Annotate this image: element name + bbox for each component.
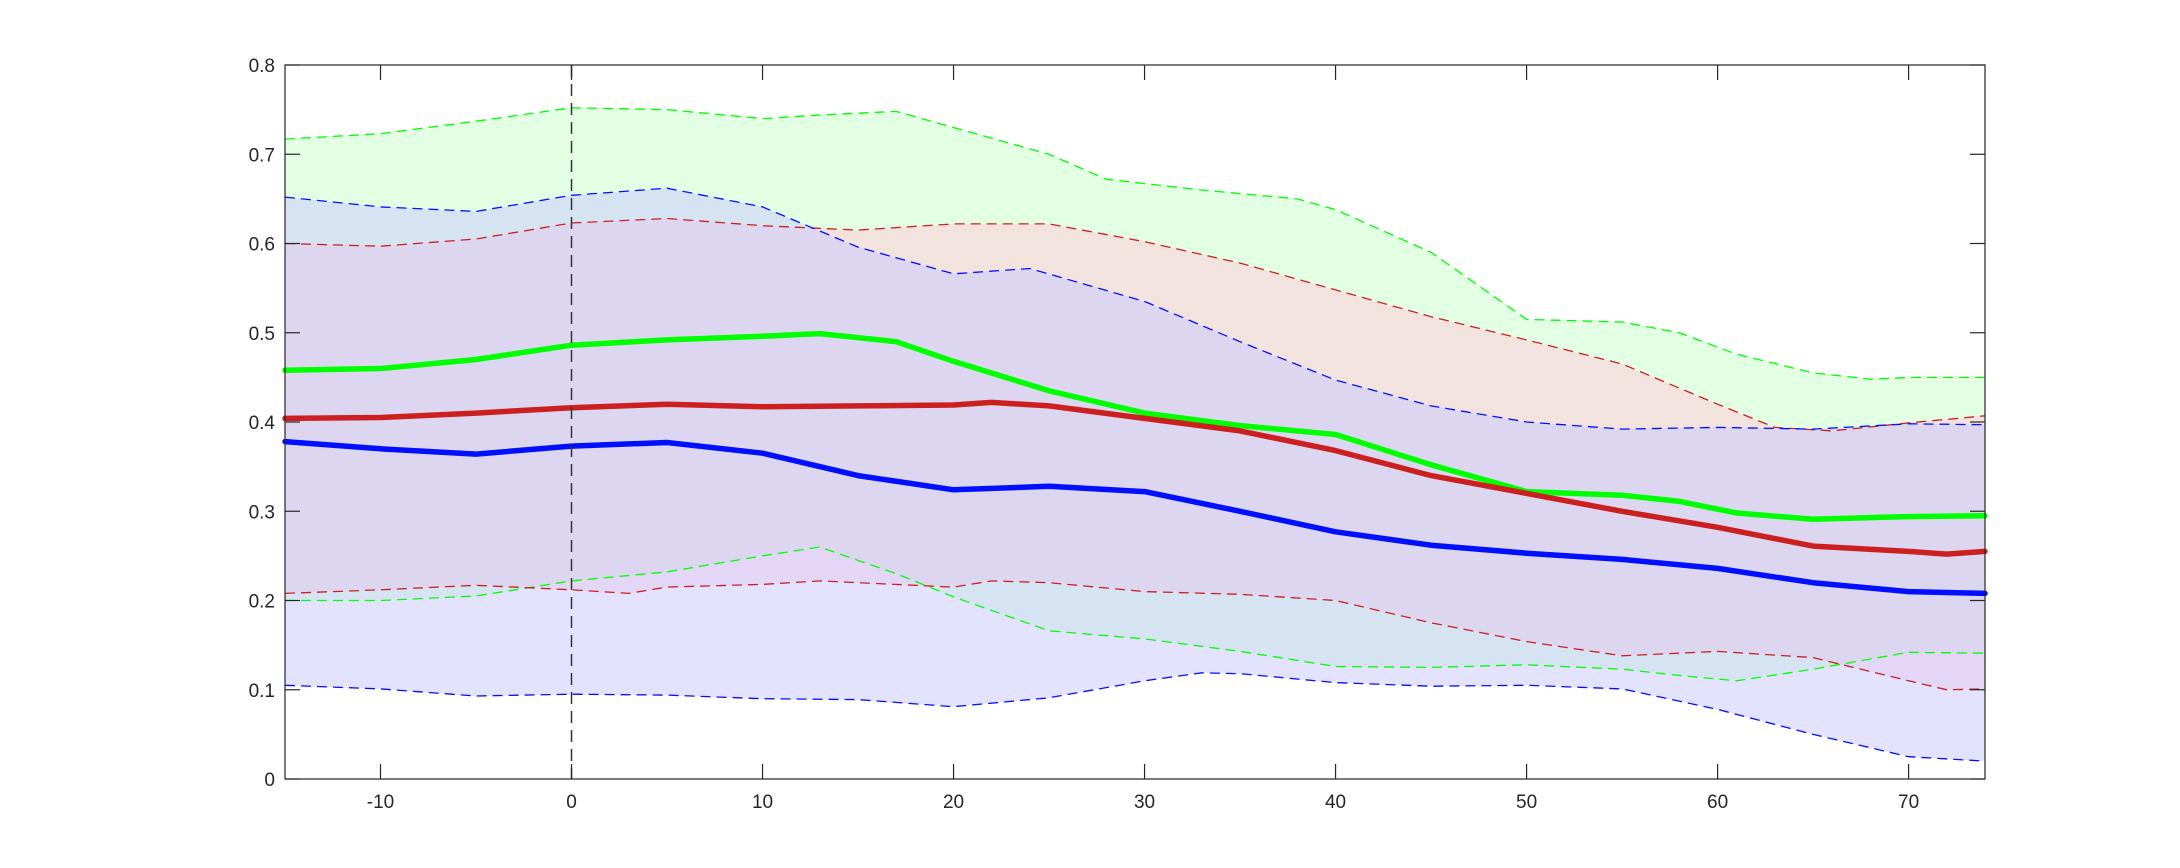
upper-bound-line-3 bbox=[284, 187, 1986, 430]
y-tick-label: 0.2 bbox=[249, 592, 275, 613]
y-tick-label: 0 bbox=[264, 770, 275, 791]
mean-line-2 bbox=[282, 399, 1988, 557]
y-tick-label: 0.7 bbox=[249, 145, 275, 166]
y-tick-label: 0.6 bbox=[249, 235, 275, 256]
confidence-bands bbox=[285, 107, 1985, 762]
confidence-band-edges bbox=[284, 107, 1986, 762]
x-tick-label: 50 bbox=[1516, 792, 1537, 813]
confidence-band-3 bbox=[285, 188, 1985, 762]
x-tick-label: 20 bbox=[943, 792, 964, 813]
x-tick-label: 60 bbox=[1707, 792, 1728, 813]
y-tick-label: 0.1 bbox=[249, 681, 275, 702]
x-tick-label: 0 bbox=[566, 792, 577, 813]
upper-bound-line-2 bbox=[284, 217, 1986, 432]
x-tick-label: 10 bbox=[752, 792, 773, 813]
x-tick-label: -10 bbox=[367, 792, 394, 813]
mean-line-1 bbox=[282, 330, 1988, 523]
y-tick-label: 0.4 bbox=[249, 413, 276, 434]
y-tick-label: 0.3 bbox=[249, 502, 275, 523]
upper-bound-line-1 bbox=[284, 107, 1985, 380]
x-tick-label: 70 bbox=[1898, 792, 1919, 813]
y-axis: 0 0.1 0.2 0.3 0.4 0.5 0.6 0.7 0.8 bbox=[249, 56, 1985, 791]
x-axis: -10 0 10 20 30 40 50 60 70 bbox=[367, 65, 1919, 813]
y-tick-label: 0.8 bbox=[249, 56, 275, 77]
y-tick-label: 0.5 bbox=[249, 324, 275, 345]
x-tick-label: 40 bbox=[1325, 792, 1346, 813]
lower-bound-line-2 bbox=[284, 580, 1986, 691]
x-tick-label: 30 bbox=[1134, 792, 1155, 813]
